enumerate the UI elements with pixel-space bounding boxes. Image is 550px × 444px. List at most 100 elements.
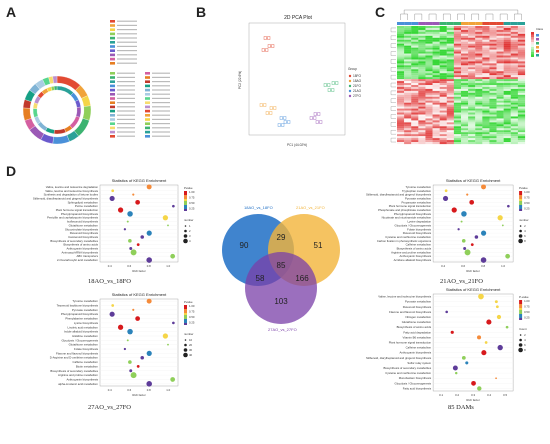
heatmap-cell [475,26,483,29]
heatmap-cell [475,114,483,117]
heatmap-cell [446,110,454,113]
heatmap-cell [468,75,476,78]
heatmap-cell [503,27,511,31]
kegg-term-label: Glucosinolate biosynthesis [65,227,99,231]
heatmap-cell [489,49,497,52]
heatmap-cell [404,27,412,31]
kegg-legend-count-tick: 1 [189,224,191,228]
kegg-legend-gradient [184,315,187,317]
heatmap-cell [510,122,518,125]
heatmap-cell [418,124,426,127]
venn-region-only-21: 51 [314,241,323,250]
heatmap-cell [496,120,504,123]
venn-label-27: 27AO_vs_27FO [268,327,297,332]
kegg-legend-gradient [519,191,523,193]
heatmap-cell [517,124,526,127]
legend-text-line [117,37,137,39]
kegg-bubble [497,215,503,221]
heatmap-cell [517,142,526,145]
heatmap-cell [468,86,476,90]
heatmap-cell [482,108,490,111]
heatmap-cell [461,77,469,80]
pca-legend-dot [348,89,352,93]
heatmap-cell [461,37,469,40]
heatmap-cell [517,114,526,117]
kegg-legend-gradient [519,310,523,312]
heatmap-cell [489,75,497,78]
heatmap-cell [397,75,405,78]
heatmap-cell [418,134,426,137]
heatmap-cell [475,45,483,48]
pca-point [286,121,288,123]
heatmap-cell [432,142,440,145]
heatmap-cell [411,69,419,72]
heatmap-group-bar [453,22,461,25]
venn-circle-27 [245,252,317,324]
heatmap-cell [425,130,433,133]
kegg-legend-count-title: Count [519,327,527,331]
heatmap-cell [432,116,440,119]
heatmap-cell [503,51,511,54]
heatmap-cell [475,83,483,86]
kegg-bubble [450,330,454,334]
heatmap-cell [468,122,476,125]
legend-swatch [110,118,115,121]
panel-b-pca-plot: 2D PCA Plot PC1 (44.02%) PC2 (22.6%) Gro… [238,15,362,147]
heatmap-cell [517,136,526,139]
kegg-term-label: Synthesis and degradation of ketone bodi… [44,193,99,197]
heatmap-cell [468,88,476,91]
heatmap-cell [468,104,476,107]
heatmap-cell [468,100,476,103]
heatmap-cell [432,65,440,68]
heatmap-cell [510,65,518,68]
heatmap-cell [397,118,405,121]
heatmap-cell [425,118,433,121]
heatmap-cell [425,27,433,31]
heatmap-cell [411,102,419,105]
kegg-bubble [126,339,129,342]
heatmap-cell [503,63,511,66]
heatmap-cell [404,112,412,115]
heatmap-cell [482,53,490,56]
heatmap-cell [446,41,454,44]
heatmap-cell [496,71,504,74]
kegg-legend-count-tick: 40 [189,353,193,357]
heatmap-cell [397,67,405,70]
heatmap-cell [425,112,433,115]
heatmap-cell [468,67,476,70]
kegg-term-label: Plant hormone signal transduction [389,204,432,208]
heatmap-cell [397,136,405,139]
heatmap-cell [425,106,433,109]
heatmap-cell [510,110,518,113]
heatmap-cell [411,41,419,44]
heatmap-cell [468,81,476,84]
heatmap-cell [461,39,469,42]
heatmap-cell [468,57,476,60]
heatmap-cell [496,73,504,76]
legend-swatch [110,41,115,44]
legend-text-line [152,118,170,120]
legend-swatch [110,84,115,88]
heatmap-cell [418,49,426,52]
heatmap-cell [425,110,433,113]
heatmap-cell [461,86,469,90]
heatmap-cell [425,51,433,54]
heatmap-cell [432,106,440,109]
heatmap-cell [439,104,447,107]
heatmap-cell [411,122,419,125]
heatmap-cell [496,118,504,121]
heatmap-cell [432,94,440,97]
kegg-term-label: Cysteine and methionine metabolism [385,371,432,375]
heatmap-cell [475,29,483,32]
heatmap-cell [482,65,490,68]
heatmap-cell [510,45,518,48]
heatmap-cell [475,79,483,82]
kegg-tick-label: 1.0 [501,264,505,268]
kegg-term-label: Penicillin and cephalosporin biosynthesi… [47,216,98,220]
kegg-legend-gradient [184,311,187,313]
heatmap-group-bar [489,22,497,25]
heatmap-cell [439,108,447,111]
heatmap-cell [411,77,419,80]
legend-text-line [152,93,170,95]
heatmap-cell [468,98,476,101]
